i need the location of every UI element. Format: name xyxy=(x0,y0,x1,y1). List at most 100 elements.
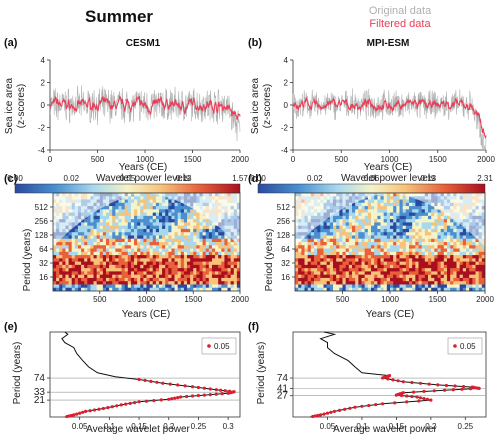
heatmap-cell xyxy=(230,277,235,282)
heatmap-cell xyxy=(386,219,391,223)
heatmap-cell xyxy=(53,287,57,291)
x-tick-label: 0 xyxy=(291,155,296,164)
heatmap-cell xyxy=(177,248,182,253)
heatmap-cell xyxy=(146,271,151,276)
heatmap-cell xyxy=(56,271,60,276)
heatmap-cell xyxy=(109,264,113,269)
heatmap-cell xyxy=(481,281,485,285)
heatmap-cell xyxy=(205,261,210,266)
heatmap-cell xyxy=(180,245,185,249)
heatmap-cell xyxy=(323,268,328,272)
heatmap-cell xyxy=(115,238,119,243)
heatmap-cell xyxy=(149,258,154,262)
heatmap-cell xyxy=(165,199,169,204)
heatmap-cell xyxy=(93,215,98,220)
heatmap-cell xyxy=(418,251,423,256)
heatmap-cell xyxy=(227,255,232,259)
heatmap-cell xyxy=(87,219,91,223)
heatmap-cell xyxy=(174,274,179,279)
heatmap-cell xyxy=(124,219,129,223)
heatmap-cell xyxy=(84,255,88,259)
heatmap-cell xyxy=(77,268,82,272)
heatmap-cell xyxy=(364,264,369,269)
heatmap-cell xyxy=(180,281,185,285)
heatmap-cell xyxy=(127,251,132,256)
heatmap-cell xyxy=(236,248,240,253)
heatmap-cell xyxy=(56,258,60,262)
heatmap-cell xyxy=(390,232,394,236)
heatmap-cell xyxy=(478,271,483,276)
heatmap-cell xyxy=(81,242,85,246)
heatmap-cell xyxy=(112,287,116,291)
heatmap-cell xyxy=(99,261,104,266)
heatmap-cell xyxy=(402,287,407,291)
heatmap-cell xyxy=(380,232,385,236)
heatmap-cell xyxy=(171,222,175,227)
colorbar-tick-label: 0.13 xyxy=(420,174,436,183)
heatmap-cell xyxy=(298,248,302,253)
heatmap-cell xyxy=(140,255,144,259)
heatmap-cell xyxy=(380,274,385,279)
heatmap-cell xyxy=(333,245,337,249)
heatmap-cell xyxy=(215,281,219,285)
heatmap-cell xyxy=(355,268,359,272)
heatmap-cell xyxy=(453,232,457,236)
heatmap-cell xyxy=(53,248,57,253)
x-tick-label: 0.05 xyxy=(320,422,336,431)
heatmap-cell xyxy=(137,199,141,204)
heatmap-cell xyxy=(155,274,160,279)
significance-marker xyxy=(179,395,183,399)
heatmap-cell xyxy=(333,264,337,269)
heatmap-cell xyxy=(62,242,66,246)
significance-marker xyxy=(144,399,149,403)
heatmap-cell xyxy=(112,284,116,289)
heatmap-cell xyxy=(314,235,318,240)
heatmap-cell xyxy=(187,222,191,227)
heatmap-cell xyxy=(301,255,305,259)
heatmap-cell xyxy=(155,268,160,272)
heatmap-cell xyxy=(380,202,385,207)
heatmap-cell xyxy=(196,248,200,253)
heatmap-cell xyxy=(180,261,185,266)
ylabel-b-line1: Sea ice area xyxy=(250,77,261,134)
heatmap-cell xyxy=(412,212,416,217)
heatmap-cell xyxy=(434,238,438,243)
heatmap-cell xyxy=(421,255,426,259)
heatmap-cell xyxy=(424,209,429,213)
heatmap-cell xyxy=(437,238,442,243)
heatmap-cell xyxy=(345,268,350,272)
heatmap-cell xyxy=(190,287,194,291)
heatmap-cell xyxy=(208,271,213,276)
heatmap-cell xyxy=(149,268,154,272)
heatmap-cell xyxy=(409,202,413,207)
heatmap-cell xyxy=(329,232,334,236)
heatmap-cell xyxy=(143,199,147,204)
heatmap-cell xyxy=(453,261,457,266)
y-tick-label: 4 xyxy=(284,56,289,65)
heatmap-cell xyxy=(165,261,169,266)
heatmap-cell xyxy=(99,264,104,269)
heatmap-cell xyxy=(301,277,305,282)
heatmap-cell xyxy=(158,245,163,249)
heatmap-cell xyxy=(326,232,331,236)
heatmap-cell xyxy=(149,232,154,236)
heatmap-cell xyxy=(215,258,219,262)
heatmap-cell xyxy=(208,228,213,233)
heatmap-cell xyxy=(323,242,328,246)
heatmap-cell xyxy=(149,264,154,269)
heatmap-cell xyxy=(140,228,144,233)
heatmap-cell xyxy=(162,251,166,256)
heatmap-cell xyxy=(371,271,375,276)
heatmap-cell xyxy=(218,287,222,291)
heatmap-cell xyxy=(236,287,240,291)
heatmap-cell xyxy=(424,271,429,276)
heatmap-cell xyxy=(409,212,413,217)
heatmap-cell xyxy=(428,242,432,246)
heatmap-cell xyxy=(121,255,126,259)
heatmap-cell xyxy=(227,248,232,253)
heatmap-cell xyxy=(130,196,135,200)
heatmap-cell xyxy=(118,264,122,269)
heatmap-cell xyxy=(345,225,350,230)
heatmap-cell xyxy=(146,202,151,207)
